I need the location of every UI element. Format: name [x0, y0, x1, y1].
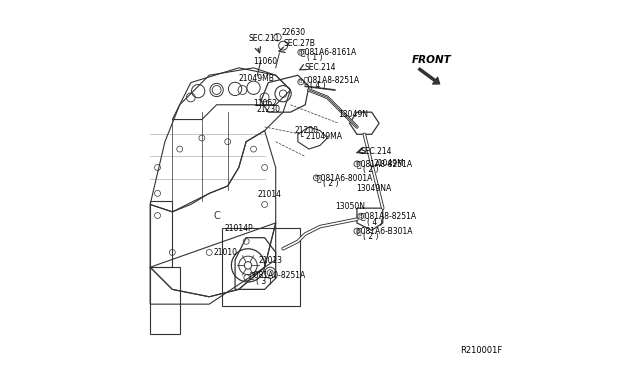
Text: SEC.211: SEC.211 — [248, 34, 280, 43]
Text: ( 2 ): ( 2 ) — [363, 232, 379, 241]
Text: B: B — [299, 50, 303, 55]
Text: 13049NA: 13049NA — [356, 184, 392, 193]
Text: 21049MB: 21049MB — [239, 74, 275, 83]
Text: ( 2 ): ( 2 ) — [323, 179, 338, 188]
Text: Ⓑ081A8-8251A: Ⓑ081A8-8251A — [357, 159, 413, 169]
Text: SEC.214: SEC.214 — [305, 63, 336, 72]
Text: R210001F: R210001F — [460, 346, 502, 355]
Text: 13049N: 13049N — [339, 109, 369, 119]
Text: Ⓑ081A6-B301A: Ⓑ081A6-B301A — [357, 227, 413, 235]
Text: ( 4 ): ( 4 ) — [310, 81, 325, 90]
Text: Ⓑ081A6-8161A: Ⓑ081A6-8161A — [301, 48, 357, 57]
Text: Ⓑ081A0-8251A: Ⓑ081A0-8251A — [250, 271, 306, 280]
Text: 21049M: 21049M — [374, 159, 404, 169]
Text: 22630: 22630 — [281, 28, 305, 37]
Text: 21014: 21014 — [257, 190, 281, 199]
Text: 21200: 21200 — [294, 126, 318, 135]
Text: Ⓑ081A8-8251A: Ⓑ081A8-8251A — [360, 212, 417, 221]
Text: ( 4 ): ( 4 ) — [367, 218, 383, 227]
Text: 21014P: 21014P — [225, 224, 253, 233]
Text: └ 21049MA: └ 21049MA — [299, 132, 342, 141]
Text: 21013: 21013 — [259, 256, 282, 265]
Text: SEC.214: SEC.214 — [360, 147, 392, 156]
Text: 21010: 21010 — [214, 248, 237, 257]
Text: 21230: 21230 — [257, 105, 280, 115]
Text: SEC.27B: SEC.27B — [283, 39, 315, 48]
Text: 11062: 11062 — [253, 99, 278, 108]
Text: Ⓑ081A8-8251A: Ⓑ081A8-8251A — [303, 75, 360, 84]
Text: ( 2 ): ( 2 ) — [363, 165, 379, 174]
Text: 11060: 11060 — [253, 57, 277, 66]
Text: Ⓑ081A6-8001A: Ⓑ081A6-8001A — [316, 173, 372, 182]
Text: 13050N: 13050N — [335, 202, 365, 211]
Text: B: B — [314, 175, 318, 180]
Text: B: B — [299, 79, 303, 84]
Text: C: C — [213, 211, 220, 221]
Text: B: B — [359, 214, 362, 219]
Text: FRONT: FRONT — [412, 55, 451, 65]
Text: ( 1 ): ( 1 ) — [307, 53, 323, 62]
Text: ( 3 ): ( 3 ) — [256, 277, 272, 286]
Text: B: B — [355, 228, 359, 234]
Text: B: B — [355, 161, 359, 166]
